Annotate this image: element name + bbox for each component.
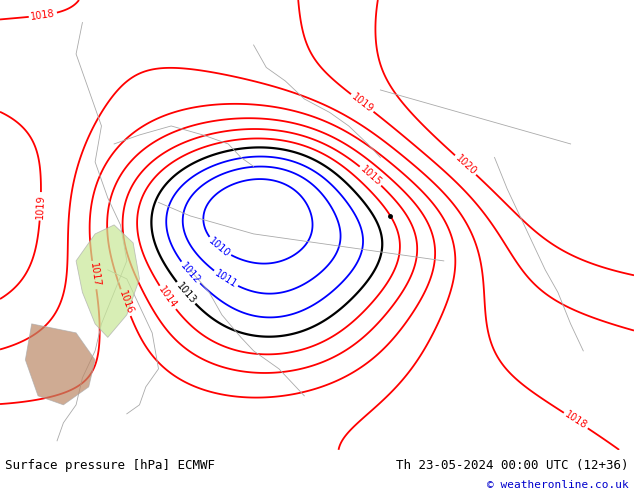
Text: 1019: 1019 — [35, 194, 46, 219]
Text: 1014: 1014 — [157, 285, 179, 311]
Text: © weatheronline.co.uk: © weatheronline.co.uk — [487, 480, 629, 490]
Text: 1015: 1015 — [358, 164, 383, 188]
Text: 1018: 1018 — [563, 410, 589, 431]
Text: 1012: 1012 — [179, 260, 202, 285]
Text: 1017: 1017 — [87, 262, 101, 288]
Text: 1016: 1016 — [117, 290, 134, 316]
Text: 1010: 1010 — [207, 236, 232, 259]
Text: 1019: 1019 — [349, 92, 375, 115]
Text: 1020: 1020 — [453, 153, 478, 177]
Text: 1011: 1011 — [212, 268, 238, 290]
Text: Th 23-05-2024 00:00 UTC (12+36): Th 23-05-2024 00:00 UTC (12+36) — [396, 459, 629, 471]
Text: Surface pressure [hPa] ECMWF: Surface pressure [hPa] ECMWF — [5, 459, 215, 471]
Text: 1013: 1013 — [174, 281, 198, 306]
Text: 1018: 1018 — [30, 8, 56, 22]
